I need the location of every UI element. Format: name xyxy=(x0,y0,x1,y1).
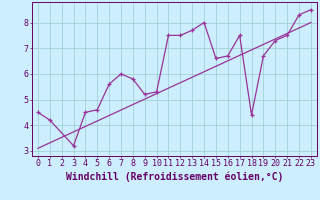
X-axis label: Windchill (Refroidissement éolien,°C): Windchill (Refroidissement éolien,°C) xyxy=(66,171,283,182)
